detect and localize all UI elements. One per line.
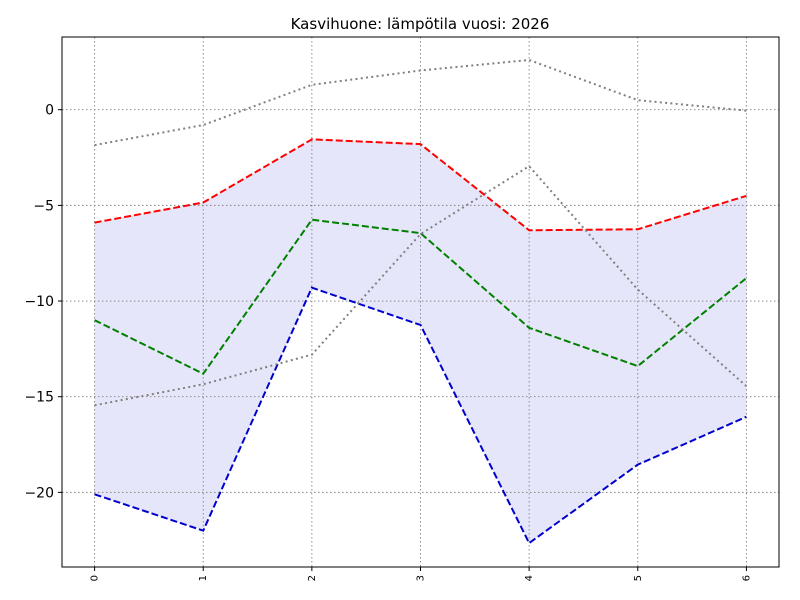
range-band <box>94 139 747 544</box>
series-line-2 <box>94 286 747 545</box>
x-tick-label: 6 <box>741 575 752 581</box>
y-tick-label: −20 <box>24 485 54 501</box>
grid <box>62 37 779 567</box>
series-lines <box>94 58 748 545</box>
series-line-3 <box>94 58 747 147</box>
band-fill <box>94 139 747 544</box>
x-tick-label: 3 <box>416 575 427 581</box>
y-tick-label: −15 <box>24 390 54 406</box>
y-tick-label: 0 <box>45 103 54 119</box>
series-line-0 <box>94 138 747 232</box>
series-line-1 <box>94 218 748 376</box>
x-tick-label: 4 <box>524 575 535 581</box>
x-tick-label: 0 <box>90 575 101 581</box>
y-tick-label: −10 <box>24 294 54 310</box>
y-tick-label: −5 <box>33 198 54 214</box>
chart-title: Kasvihuone: lämpötila vuosi: 2026 <box>291 15 550 33</box>
axes: 0 −5 −10 −15 −20 0 1 2 3 4 5 6 <box>24 36 780 581</box>
x-tick-label: 5 <box>633 575 644 581</box>
x-tick-label: 2 <box>307 575 318 581</box>
x-tick-label: 1 <box>198 575 209 581</box>
